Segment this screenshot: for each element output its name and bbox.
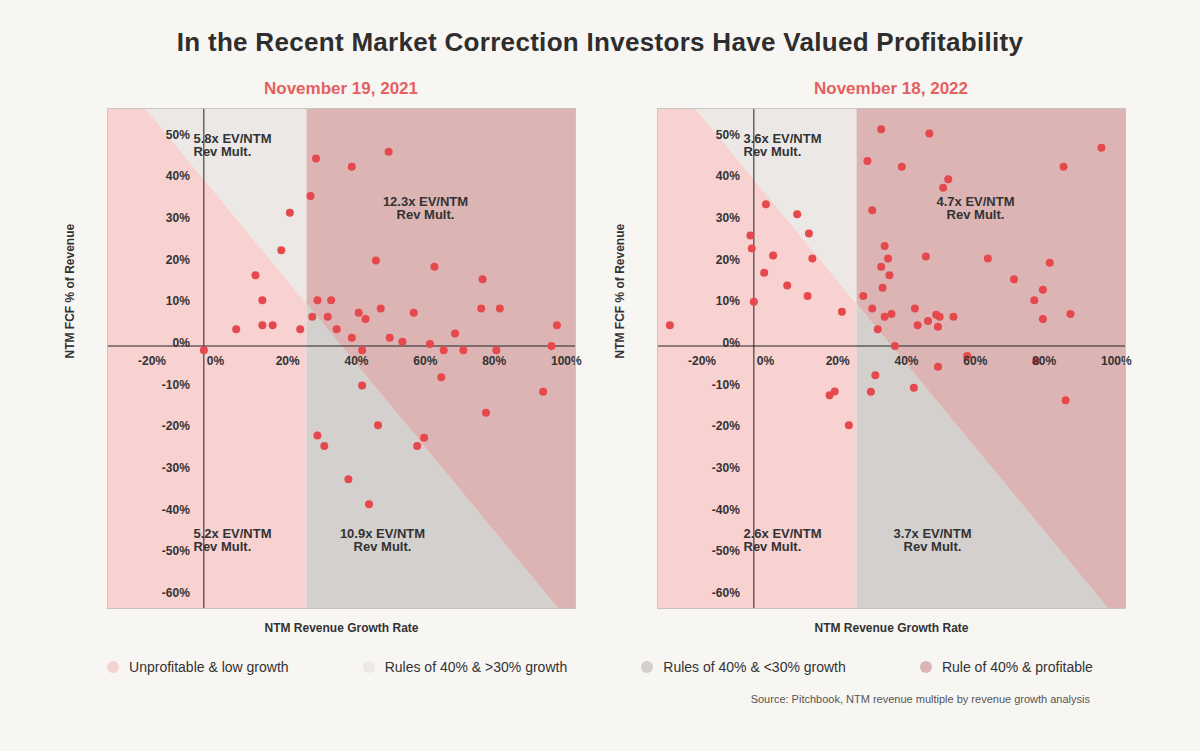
- svg-text:NTM FCF % of Revenue: NTM FCF % of Revenue: [613, 224, 627, 359]
- svg-text:0%: 0%: [723, 336, 741, 350]
- svg-text:60%: 60%: [413, 354, 437, 368]
- svg-text:-20%: -20%: [688, 354, 716, 368]
- svg-text:3.6x EV/NTMRev Mult.: 3.6x EV/NTMRev Mult.: [744, 131, 822, 159]
- svg-text:40%: 40%: [895, 354, 919, 368]
- svg-text:2.6x EV/NTMRev Mult.: 2.6x EV/NTMRev Mult.: [744, 526, 822, 554]
- svg-text:-40%: -40%: [162, 503, 190, 517]
- svg-text:5.2x EV/NTMRev Mult.: 5.2x EV/NTMRev Mult.: [194, 526, 272, 554]
- svg-text:-50%: -50%: [712, 544, 740, 558]
- svg-text:80%: 80%: [1032, 354, 1056, 368]
- svg-text:100%: 100%: [1101, 354, 1132, 368]
- svg-text:-20%: -20%: [712, 419, 740, 433]
- svg-text:-10%: -10%: [162, 378, 190, 392]
- svg-text:80%: 80%: [482, 354, 506, 368]
- svg-text:40%: 40%: [166, 169, 190, 183]
- svg-text:-20%: -20%: [162, 419, 190, 433]
- html-text:Source: Pitchbook, NTM revenue: Source: Pitchbook, NTM revenue multiple …: [750, 693, 1090, 705]
- svg-text:50%: 50%: [716, 128, 740, 142]
- svg-text:NTM Revenue Growth Rate: NTM Revenue Growth Rate: [814, 621, 968, 635]
- svg-text:-10%: -10%: [712, 378, 740, 392]
- svg-text:-30%: -30%: [162, 461, 190, 475]
- svg-text:20%: 20%: [826, 354, 850, 368]
- svg-text:-60%: -60%: [162, 586, 190, 600]
- svg-text:5.8x EV/NTMRev Mult.: 5.8x EV/NTMRev Mult.: [194, 131, 272, 159]
- html-text:November 18, 2022: November 18, 2022: [814, 79, 968, 98]
- svg-text:NTM Revenue Growth Rate: NTM Revenue Growth Rate: [264, 621, 418, 635]
- svg-text:50%: 50%: [166, 128, 190, 142]
- html-text:Rules of 40% & >30% growth: Rules of 40% & >30% growth: [384, 659, 568, 675]
- svg-text:100%: 100%: [551, 354, 582, 368]
- svg-text:0%: 0%: [173, 336, 191, 350]
- html-text:Rule of 40% & profitable: Rule of 40% & profitable: [941, 659, 1093, 675]
- svg-text:10%: 10%: [716, 294, 740, 308]
- svg-text:10.9x EV/NTMRev Mult.: 10.9x EV/NTMRev Mult.: [340, 526, 425, 554]
- svg-text:-50%: -50%: [162, 544, 190, 558]
- html-text:November 19, 2021: November 19, 2021: [264, 79, 418, 98]
- svg-text:3.7x EV/NTMRev Mult.: 3.7x EV/NTMRev Mult.: [893, 526, 971, 554]
- svg-text:-40%: -40%: [712, 503, 740, 517]
- svg-text:20%: 20%: [276, 354, 300, 368]
- svg-text:-60%: -60%: [712, 586, 740, 600]
- html-text:Unprofitable & low growth: Unprofitable & low growth: [129, 659, 289, 675]
- svg-text:40%: 40%: [345, 354, 369, 368]
- svg-text:20%: 20%: [166, 253, 190, 267]
- svg-text:-30%: -30%: [712, 461, 740, 475]
- svg-text:40%: 40%: [716, 169, 740, 183]
- html-text:Rules of 40% & <30% growth: Rules of 40% & <30% growth: [663, 659, 846, 675]
- html-text:In the Recent Market Correctio: In the Recent Market Correction Investor…: [176, 27, 1024, 57]
- svg-text:20%: 20%: [716, 253, 740, 267]
- svg-text:12.3x EV/NTMRev Mult.: 12.3x EV/NTMRev Mult.: [383, 194, 468, 222]
- svg-text:60%: 60%: [963, 354, 987, 368]
- svg-text:30%: 30%: [716, 211, 740, 225]
- svg-text:0%: 0%: [207, 354, 225, 368]
- svg-text:0%: 0%: [757, 354, 775, 368]
- svg-text:4.7x EV/NTMRev Mult.: 4.7x EV/NTMRev Mult.: [936, 194, 1014, 222]
- svg-text:10%: 10%: [166, 294, 190, 308]
- svg-text:-20%: -20%: [138, 354, 166, 368]
- svg-text:NTM FCF % of Revenue: NTM FCF % of Revenue: [63, 224, 77, 359]
- svg-text:30%: 30%: [166, 211, 190, 225]
